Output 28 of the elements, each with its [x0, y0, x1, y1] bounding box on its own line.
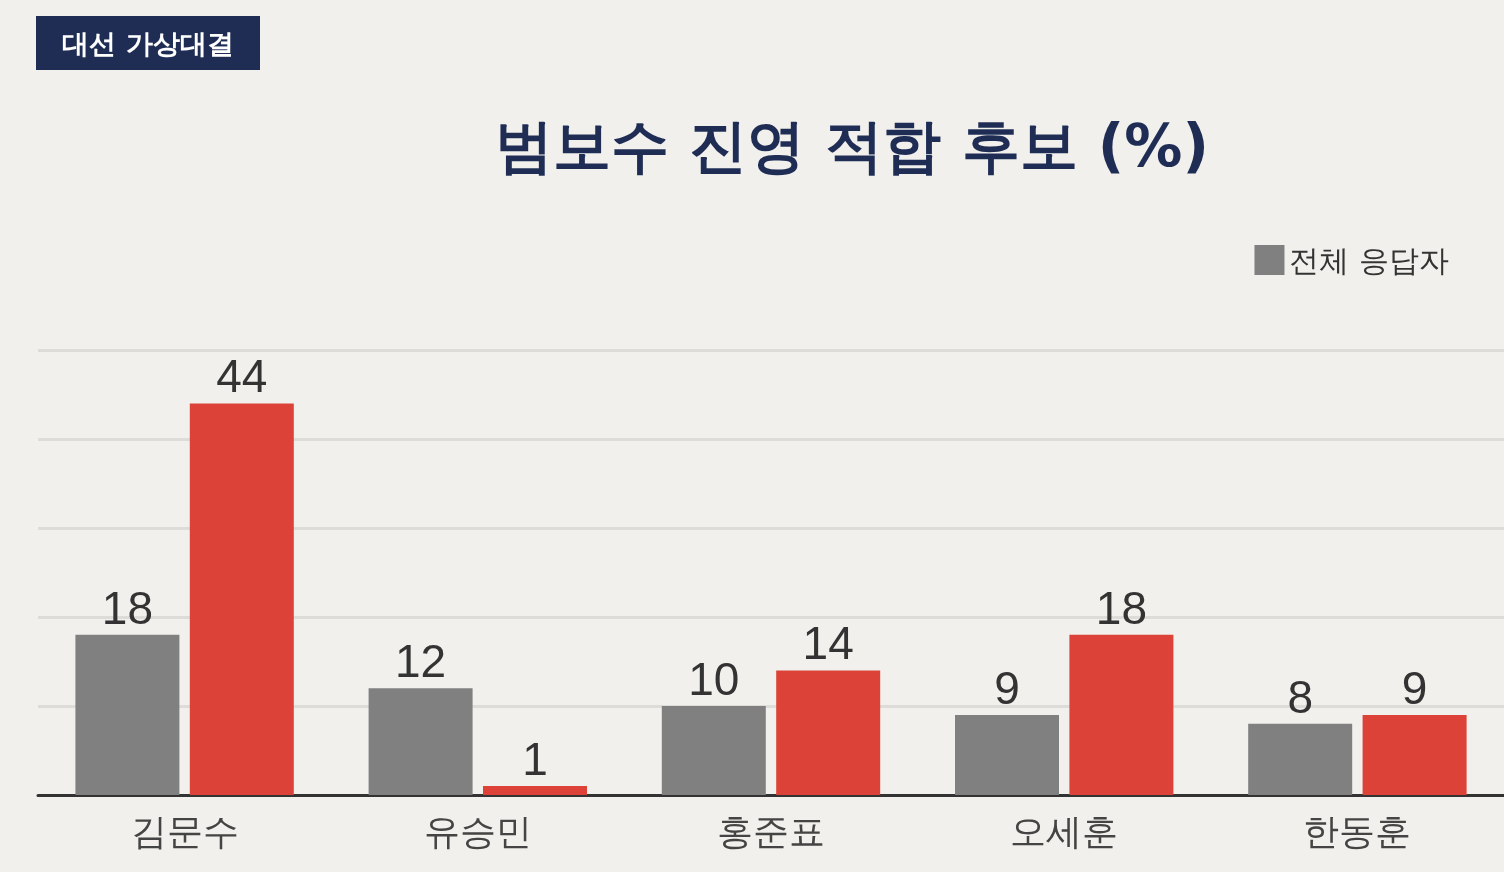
data-label: 44 [216, 350, 268, 403]
x-tick-label: 오세훈 [1010, 810, 1119, 852]
x-tick-label: 김문수 [130, 810, 239, 852]
data-label: 9 [994, 661, 1020, 714]
data-label: 1 [522, 733, 548, 786]
data-label: 10 [688, 653, 740, 705]
bar [483, 786, 587, 795]
x-tick-label: 유승민 [423, 810, 532, 852]
bar [955, 714, 1059, 795]
x-tick-label: 한동훈 [1303, 810, 1412, 852]
legend-label: 전체 응답자 [1289, 242, 1450, 278]
chart-title: 범보수 진영 적합 후보 (%) [495, 112, 1209, 180]
x-tick-label: 홍준표 [717, 810, 825, 852]
bar [1248, 723, 1353, 795]
data-label: 9 [1401, 661, 1428, 714]
bar [189, 403, 294, 795]
data-label: 12 [395, 635, 447, 688]
bar [1069, 634, 1174, 795]
bar [368, 688, 473, 795]
bar [776, 670, 881, 795]
data-label: 18 [101, 581, 153, 634]
data-label: 14 [802, 617, 854, 670]
bar [661, 706, 766, 795]
text: 대선 가상대결 [62, 27, 234, 59]
bar [1362, 714, 1467, 795]
bar [75, 634, 180, 795]
data-label: 8 [1287, 670, 1313, 723]
data-label: 18 [1095, 581, 1147, 634]
